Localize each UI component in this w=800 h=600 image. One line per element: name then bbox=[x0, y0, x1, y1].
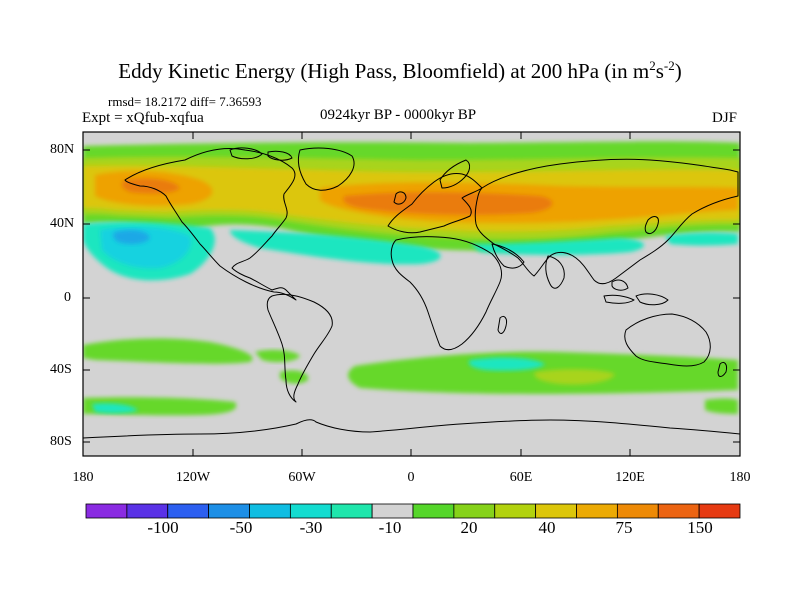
colorbar-swatch bbox=[657, 503, 700, 519]
nh-darkorange-pacific bbox=[121, 178, 180, 194]
asia-cyan-anomaly bbox=[470, 238, 644, 255]
lat-label-80s: 80S bbox=[50, 434, 72, 449]
colorbar-swatch bbox=[698, 503, 741, 519]
season-label: DJF bbox=[712, 110, 738, 126]
colorbar-swatch bbox=[208, 503, 250, 519]
plot-title: Eddy Kinetic Energy (High Pass, Bloomfie… bbox=[118, 58, 682, 83]
colorbar-swatch bbox=[412, 503, 455, 519]
period-label: 0924kyr BP - 0000kyr BP bbox=[320, 107, 477, 123]
colorbar-label: 150 bbox=[687, 518, 713, 537]
colorbar-swatch bbox=[371, 503, 414, 519]
lon-ticks bbox=[82, 132, 631, 456]
lon-label-0: 0 bbox=[407, 470, 415, 485]
lon-label-120w: 120W bbox=[175, 470, 211, 485]
sh-green-patch-2 bbox=[280, 370, 309, 384]
coast-antarctica bbox=[83, 419, 740, 439]
colorbar-label: 75 bbox=[615, 518, 633, 537]
coast-scandinavia bbox=[439, 159, 471, 189]
lat-ticks bbox=[83, 149, 740, 443]
colorbar-label: -50 bbox=[229, 518, 253, 537]
colorbar-swatch bbox=[616, 503, 659, 519]
colorbar-label: -10 bbox=[378, 518, 402, 537]
coast-africa bbox=[390, 236, 503, 351]
atlantic-cyan-anomaly bbox=[230, 230, 441, 265]
colorbar-label: -100 bbox=[147, 518, 179, 537]
lat-label-40n: 40N bbox=[50, 216, 75, 231]
colorbar-swatch bbox=[453, 503, 496, 519]
coast-south-america bbox=[266, 293, 333, 403]
lon-label-120e: 120E bbox=[615, 470, 645, 485]
lat-label-80n: 80N bbox=[50, 142, 75, 157]
sh-yellowgreen-patch bbox=[534, 369, 615, 385]
colorbar-swatch bbox=[249, 503, 291, 519]
sh-green-patch-1 bbox=[255, 349, 300, 363]
coast-europe bbox=[387, 173, 483, 234]
colorbar bbox=[85, 503, 741, 519]
coast-japan bbox=[644, 216, 659, 235]
colorbar-label: 40 bbox=[538, 518, 556, 537]
sh-green-band bbox=[83, 338, 253, 364]
lon-label-180w: 180 bbox=[72, 470, 94, 485]
colorbar-label: -30 bbox=[299, 518, 323, 537]
coast-greenland bbox=[297, 147, 355, 191]
colorbar-swatch bbox=[330, 503, 373, 519]
coast-arctic-islands bbox=[229, 147, 293, 161]
colorbar-swatch bbox=[535, 503, 577, 519]
lon-label-180e: 180 bbox=[729, 470, 751, 485]
west-pacific-cyan-anomaly bbox=[665, 232, 738, 246]
lon-label-60w: 60W bbox=[288, 470, 316, 485]
colorbar-swatch bbox=[494, 503, 537, 519]
colorbar-swatch bbox=[289, 503, 332, 519]
lat-label-40s: 40S bbox=[50, 362, 72, 377]
coast-new-zealand bbox=[717, 361, 727, 377]
coast-arabia bbox=[491, 243, 525, 269]
colorbar-swatch bbox=[85, 503, 128, 519]
coast-madagascar bbox=[497, 315, 507, 334]
lon-label-60e: 60E bbox=[509, 470, 533, 485]
colorbar-label: 20 bbox=[460, 518, 478, 537]
lat-label-0: 0 bbox=[64, 290, 71, 305]
coastlines bbox=[83, 147, 740, 439]
sh-cyan-anomaly bbox=[468, 357, 545, 371]
stats-label: rmsd= 18.2172 diff= 7.36593 bbox=[108, 94, 262, 109]
pacific-blue-core bbox=[113, 230, 150, 245]
coast-australia bbox=[624, 313, 711, 367]
coast-north-america bbox=[124, 147, 297, 301]
colorbar-swatch bbox=[576, 503, 618, 519]
map-field bbox=[83, 132, 740, 456]
coast-asia bbox=[474, 158, 739, 285]
sh-cyan-anomaly-2 bbox=[92, 403, 138, 414]
colorbar-swatch bbox=[126, 503, 169, 519]
sh-green-band-4 bbox=[705, 398, 738, 414]
experiment-label: Expt = xQfub-xqfua bbox=[82, 110, 204, 126]
colorbar-swatch bbox=[167, 503, 210, 519]
coast-india bbox=[545, 255, 565, 289]
coast-british-isles bbox=[393, 191, 407, 205]
coast-indonesia bbox=[603, 279, 669, 306]
